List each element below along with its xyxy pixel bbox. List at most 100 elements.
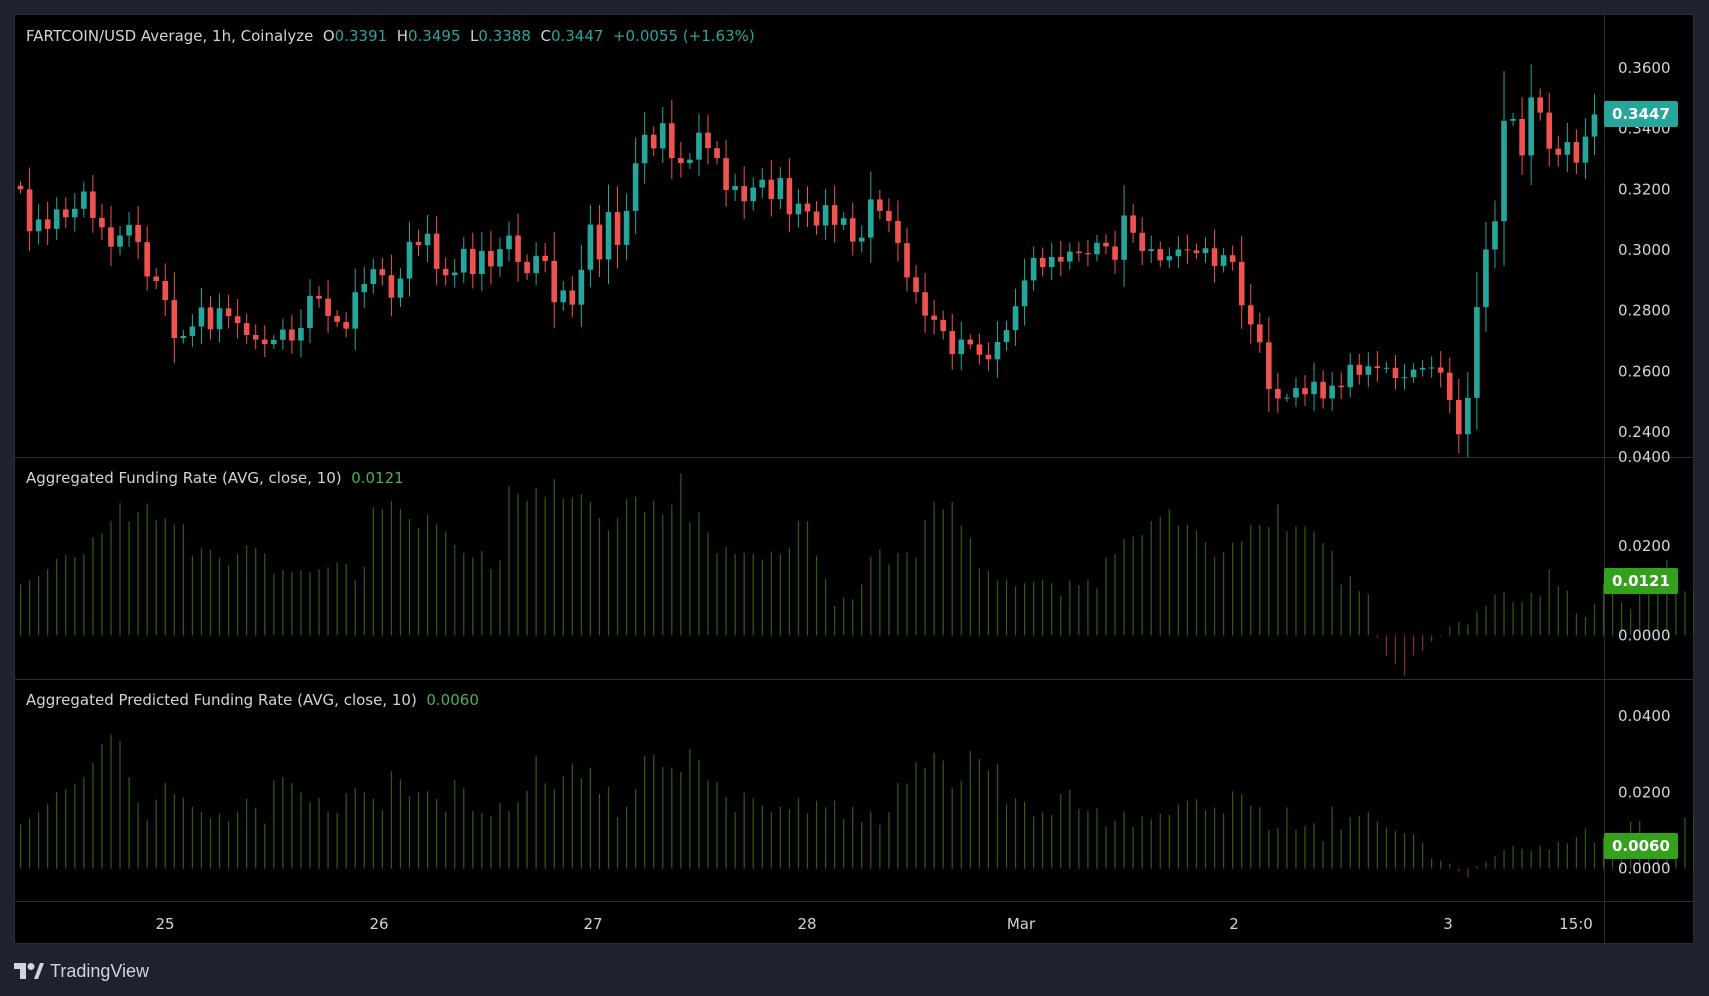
candle-body: [1537, 97, 1544, 113]
candle: [849, 202, 856, 256]
price-y-tick-label: 0.3600: [1618, 59, 1671, 77]
candle: [1501, 71, 1507, 266]
candle-body: [1284, 397, 1290, 399]
tradingview-logo[interactable]: TradingView: [14, 958, 149, 984]
candle: [35, 204, 42, 245]
candle-body: [1012, 306, 1019, 331]
price-y-tick-label: 0.2400: [1618, 423, 1671, 441]
candle: [1320, 370, 1326, 409]
candle-body: [44, 219, 51, 229]
candle: [270, 334, 277, 349]
candle-body: [750, 187, 757, 202]
candle-body: [659, 123, 666, 149]
candle: [460, 236, 467, 284]
candle: [687, 153, 693, 169]
candle-body: [99, 217, 105, 228]
funding-legend: Aggregated Funding Rate (AVG, close, 10)…: [26, 469, 404, 487]
candle: [1139, 217, 1145, 265]
candle: [868, 171, 874, 263]
candle: [1238, 235, 1245, 329]
candle-body: [162, 281, 169, 301]
candle: [1293, 377, 1299, 408]
candle-body: [714, 148, 720, 159]
candle: [1039, 247, 1046, 277]
candle: [162, 263, 169, 316]
candle: [840, 212, 847, 231]
candle: [99, 203, 105, 241]
high-value: 0.3495: [408, 27, 461, 45]
candle: [1374, 351, 1381, 382]
candle-body: [1193, 250, 1200, 254]
candle: [1085, 239, 1091, 267]
candle: [17, 180, 24, 194]
candle-body: [723, 158, 729, 190]
candle: [379, 257, 386, 286]
candle: [479, 231, 485, 292]
candle-body: [1166, 256, 1173, 261]
candle: [1220, 247, 1227, 273]
candle: [985, 342, 992, 371]
candle: [1492, 200, 1498, 269]
candle: [1437, 351, 1444, 388]
candle-body: [1030, 257, 1037, 281]
time-tick-label: 25: [155, 915, 174, 933]
candle: [1474, 271, 1480, 430]
candle-body: [985, 354, 992, 360]
candle: [822, 188, 829, 241]
funding-indicator-name: Aggregated Funding Rate (AVG, close, 10): [26, 469, 342, 487]
candle: [316, 285, 322, 308]
candle: [678, 141, 684, 178]
candle: [705, 114, 711, 165]
candle-body: [406, 241, 413, 279]
candle: [596, 205, 603, 278]
candle: [515, 213, 521, 282]
candle: [1591, 93, 1598, 156]
candle-body: [1591, 114, 1598, 137]
candle-body: [1057, 257, 1064, 262]
candle: [1455, 378, 1462, 454]
candle: [352, 268, 359, 350]
candle: [90, 174, 96, 233]
candle: [1247, 284, 1254, 344]
funding-y-tick-label: 0.0000: [1618, 626, 1671, 644]
chart-frame: [14, 14, 1694, 944]
candle-body: [1256, 324, 1263, 343]
candle: [759, 167, 766, 199]
candle: [605, 184, 612, 285]
candle: [497, 237, 503, 277]
candle-body: [886, 210, 892, 221]
candle: [560, 280, 567, 311]
candle-body: [1582, 136, 1589, 163]
candle-body: [877, 199, 883, 211]
candle-body: [1465, 397, 1471, 435]
candle-body: [433, 233, 440, 269]
candle-body: [967, 339, 974, 345]
candle: [1546, 92, 1553, 167]
candle-body: [858, 237, 865, 242]
candle-body: [1175, 249, 1182, 257]
predicted-indicator-name: Aggregated Predicted Funding Rate (AVG, …: [26, 691, 417, 709]
candle-body: [849, 218, 856, 242]
candle: [189, 314, 196, 348]
candle: [26, 167, 33, 251]
candle: [1483, 221, 1489, 332]
candle-body: [1021, 280, 1028, 307]
time-tick-label: 28: [797, 915, 816, 933]
candle-body: [361, 284, 368, 293]
candle-body: [424, 233, 431, 246]
candle: [777, 167, 784, 209]
candle: [415, 229, 422, 257]
candle: [524, 254, 530, 280]
candle: [994, 321, 1001, 378]
candle-body: [596, 224, 603, 260]
candle-body: [777, 178, 784, 200]
candle: [1130, 203, 1136, 244]
candle: [1284, 393, 1290, 403]
tradingview-brand: TradingView: [50, 960, 150, 981]
symbol-label: FARTCOIN/USD Average, 1h, Coinalyze: [26, 27, 314, 45]
candle: [1021, 258, 1028, 326]
candle-body: [379, 269, 386, 276]
candle: [1003, 320, 1010, 351]
candle: [406, 221, 413, 297]
candle-body: [479, 250, 485, 275]
